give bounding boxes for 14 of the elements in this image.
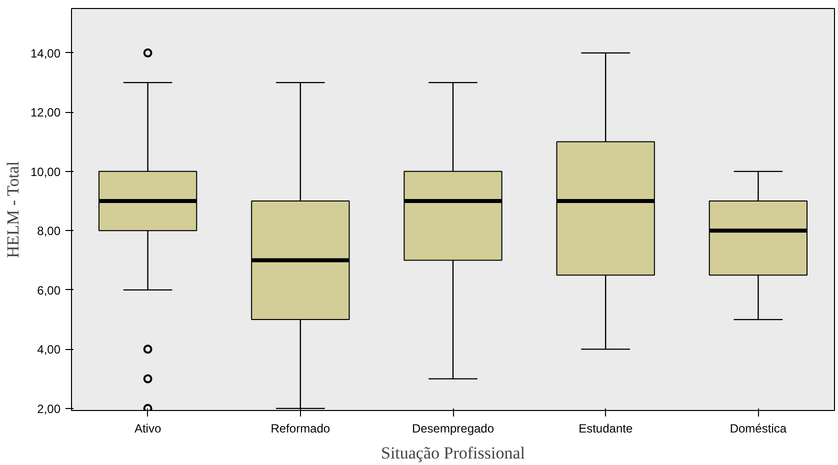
- y-tick-label: 2,00: [37, 402, 61, 416]
- y-axis-title: HELM - Total: [3, 161, 22, 258]
- x-tick-label: Estudante: [578, 422, 633, 436]
- x-tick-label: Reformado: [270, 422, 330, 436]
- x-axis-title: Situação Profissional: [380, 444, 526, 462]
- x-tick-label: Ativo: [134, 422, 162, 436]
- x-tick-label: Desempregado: [412, 422, 494, 436]
- y-tick-label: 8,00: [37, 224, 61, 238]
- y-tick-label: 4,00: [37, 342, 61, 357]
- y-tick-label: 6,00: [37, 283, 61, 298]
- y-tick-label: 10,00: [30, 164, 61, 179]
- y-tick-label: 12,00: [30, 106, 61, 120]
- y-tick-label: 14,00: [30, 46, 61, 60]
- x-tick-label: Doméstica: [730, 422, 787, 436]
